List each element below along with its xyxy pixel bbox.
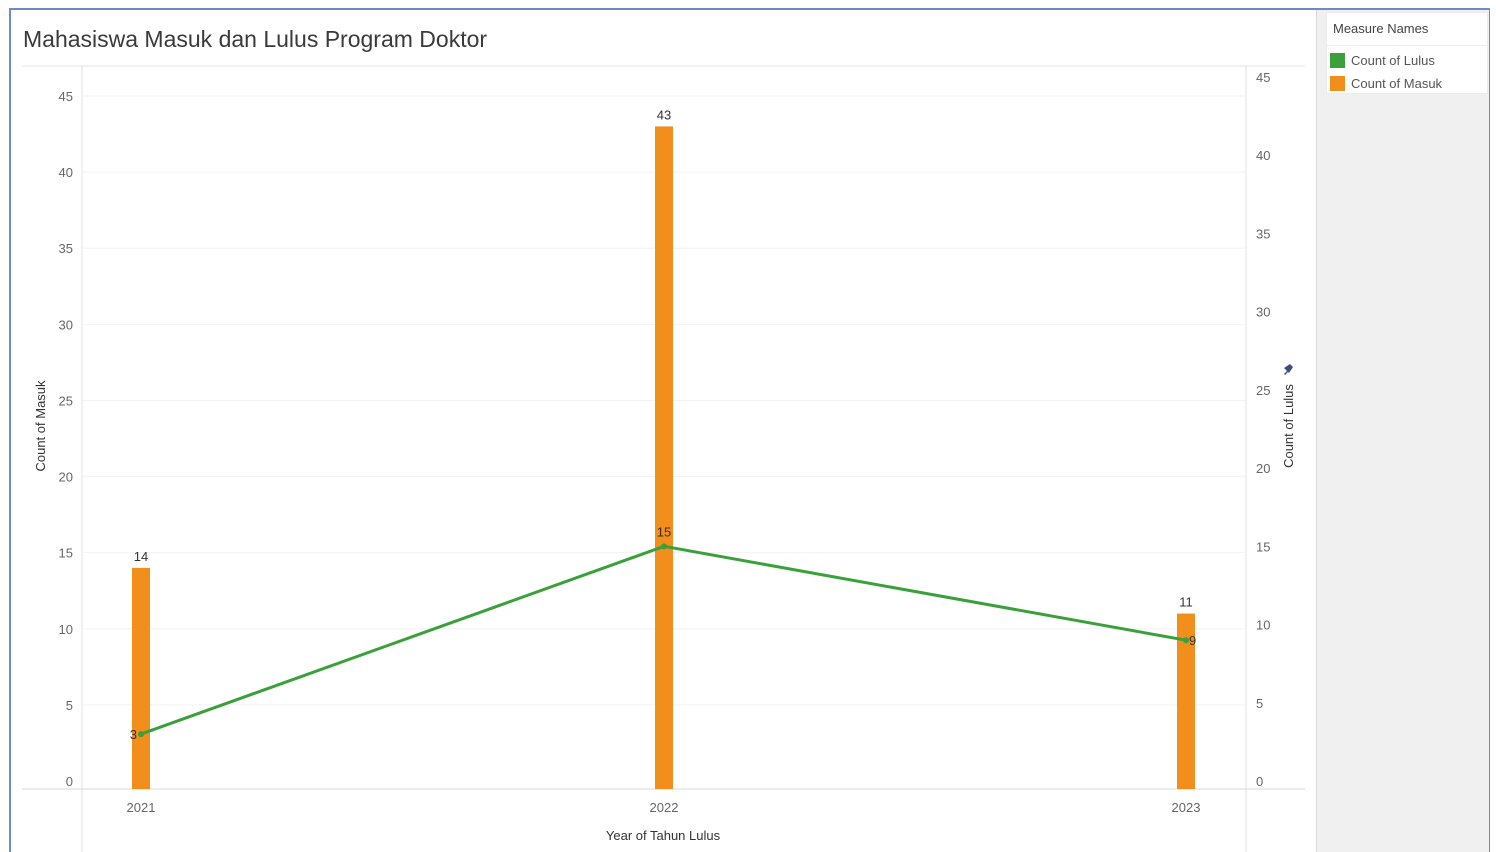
legend-item-masuk[interactable]: Count of Masuk	[1330, 74, 1442, 92]
y-tick-label-right: 15	[1256, 539, 1270, 554]
bar-data-label: 14	[134, 549, 148, 564]
y-tick-label-right: 5	[1256, 696, 1263, 711]
pin-icon	[1284, 364, 1293, 375]
y-tick-label-left: 15	[59, 546, 73, 561]
line-data-label: 15	[657, 524, 671, 539]
bar	[655, 126, 673, 789]
legend-title: Measure Names	[1333, 21, 1428, 36]
y-tick-label-left: 20	[59, 470, 73, 485]
side-panel	[1316, 10, 1489, 852]
bar-data-label: 43	[657, 107, 671, 122]
x-tick-label: 2021	[127, 800, 156, 815]
bar	[132, 568, 150, 789]
y-tick-label-left: 30	[59, 317, 73, 332]
y-tick-label-right: 10	[1256, 618, 1270, 633]
line-data-label: 3	[130, 727, 137, 742]
y-tick-label-left: 35	[59, 241, 73, 256]
y-tick-label-right: 35	[1256, 226, 1270, 241]
y-tick-label-left: 0	[66, 774, 73, 789]
legend-item-lulus[interactable]: Count of Lulus	[1330, 51, 1435, 69]
legend-label-masuk: Count of Masuk	[1351, 76, 1442, 91]
legend: Measure Names Count of Lulus Count of Ma…	[1326, 12, 1488, 94]
y-axis-title-left: Count of Masuk	[33, 380, 48, 472]
line-data-label: 9	[1189, 633, 1196, 648]
y-tick-label-right: 25	[1256, 383, 1270, 398]
y-axis-title-right: Count of Lulus	[1281, 384, 1296, 468]
y-tick-label-left: 10	[59, 622, 73, 637]
bar-data-label: 11	[1179, 595, 1193, 610]
y-tick-label-right: 30	[1256, 305, 1270, 320]
x-tick-label: 2022	[650, 800, 679, 815]
y-tick-label-left: 5	[66, 698, 73, 713]
y-tick-label-left: 45	[59, 89, 73, 104]
y-tick-label-right: 45	[1256, 70, 1270, 85]
y-tick-label-left: 25	[59, 393, 73, 408]
y-tick-label-right: 0	[1256, 774, 1263, 789]
x-tick-label: 2023	[1172, 800, 1201, 815]
y-tick-label-right: 20	[1256, 461, 1270, 476]
y-tick-label-left: 40	[59, 165, 73, 180]
chart-svg: 0 5 10 15 20 25 30 35 40 45 0 5 10 15 20 25 30 35 40 45 2021…	[0, 0, 1316, 852]
legend-swatch-masuk	[1330, 76, 1345, 91]
line-point	[661, 543, 667, 549]
legend-label-lulus: Count of Lulus	[1351, 53, 1435, 68]
y-tick-label-right: 40	[1256, 148, 1270, 163]
line-point	[138, 731, 144, 737]
x-axis-title: Year of Tahun Lulus	[606, 828, 721, 843]
legend-swatch-lulus	[1330, 53, 1345, 68]
